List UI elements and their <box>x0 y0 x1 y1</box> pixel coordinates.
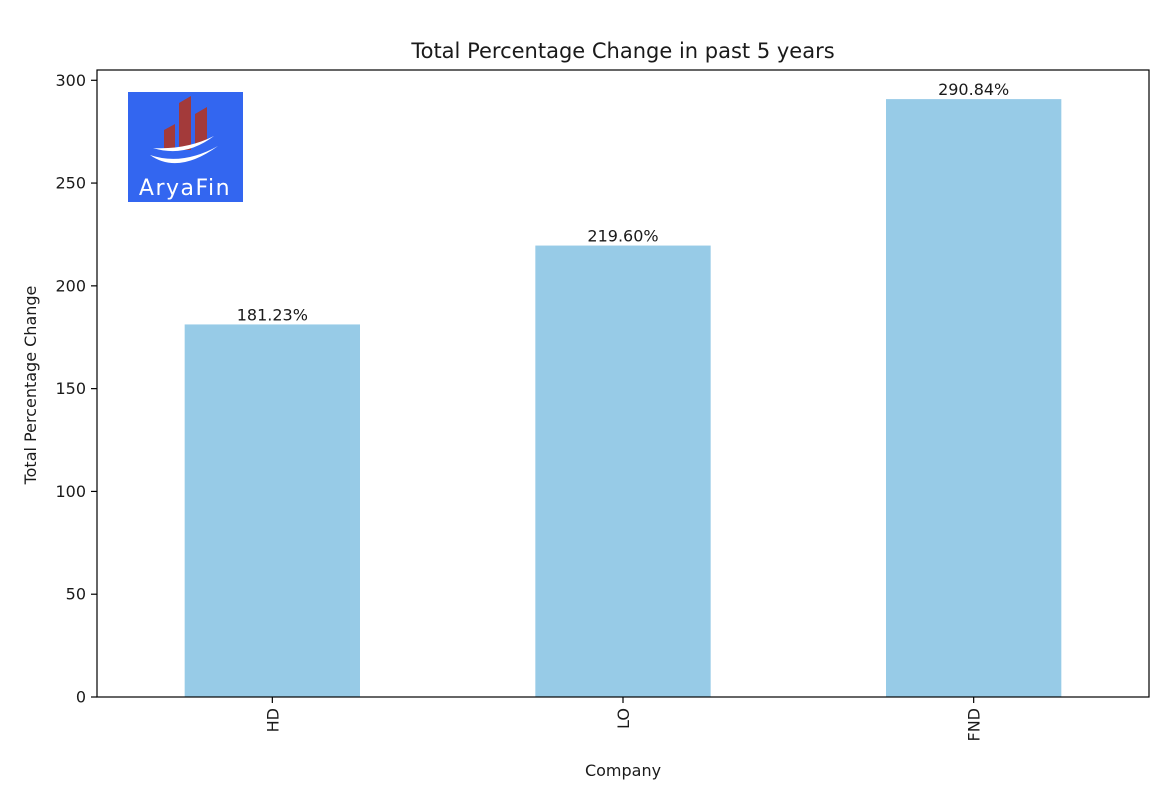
bar-fnd <box>886 99 1062 697</box>
bar-lo <box>535 245 711 697</box>
x-axis-label: Company <box>585 761 661 780</box>
logo-text: AryaFin <box>139 176 231 201</box>
bars-group <box>184 99 1062 697</box>
y-tick-label: 0 <box>76 688 86 707</box>
y-tick-label: 150 <box>55 379 86 398</box>
y-tick-label: 100 <box>55 482 86 501</box>
y-tick-label: 250 <box>55 174 86 193</box>
y-tick-label: 200 <box>55 276 86 295</box>
aryafin-logo: AryaFin <box>128 92 243 202</box>
chart-title: Total Percentage Change in past 5 years <box>410 39 834 63</box>
data-labels-group: 181.23% 219.60% 290.84% <box>237 80 1010 324</box>
x-ticks-group: HD LO FND <box>263 697 984 742</box>
data-label-lo: 219.60% <box>587 227 658 246</box>
x-tick-label-hd: HD <box>263 708 282 732</box>
building-icon <box>150 96 218 164</box>
x-tick-label-lo: LO <box>614 708 633 729</box>
y-axis-label: Total Percentage Change <box>21 286 40 486</box>
y-ticks-group: 0 50 100 150 200 250 300 <box>55 71 97 707</box>
data-label-fnd: 290.84% <box>938 80 1009 99</box>
plot-frame <box>96 69 1150 698</box>
data-label-hd: 181.23% <box>237 305 308 324</box>
y-tick-label: 300 <box>55 71 86 90</box>
x-tick-label-fnd: FND <box>965 708 984 742</box>
y-tick-label: 50 <box>66 585 86 604</box>
bar-hd <box>184 324 360 697</box>
